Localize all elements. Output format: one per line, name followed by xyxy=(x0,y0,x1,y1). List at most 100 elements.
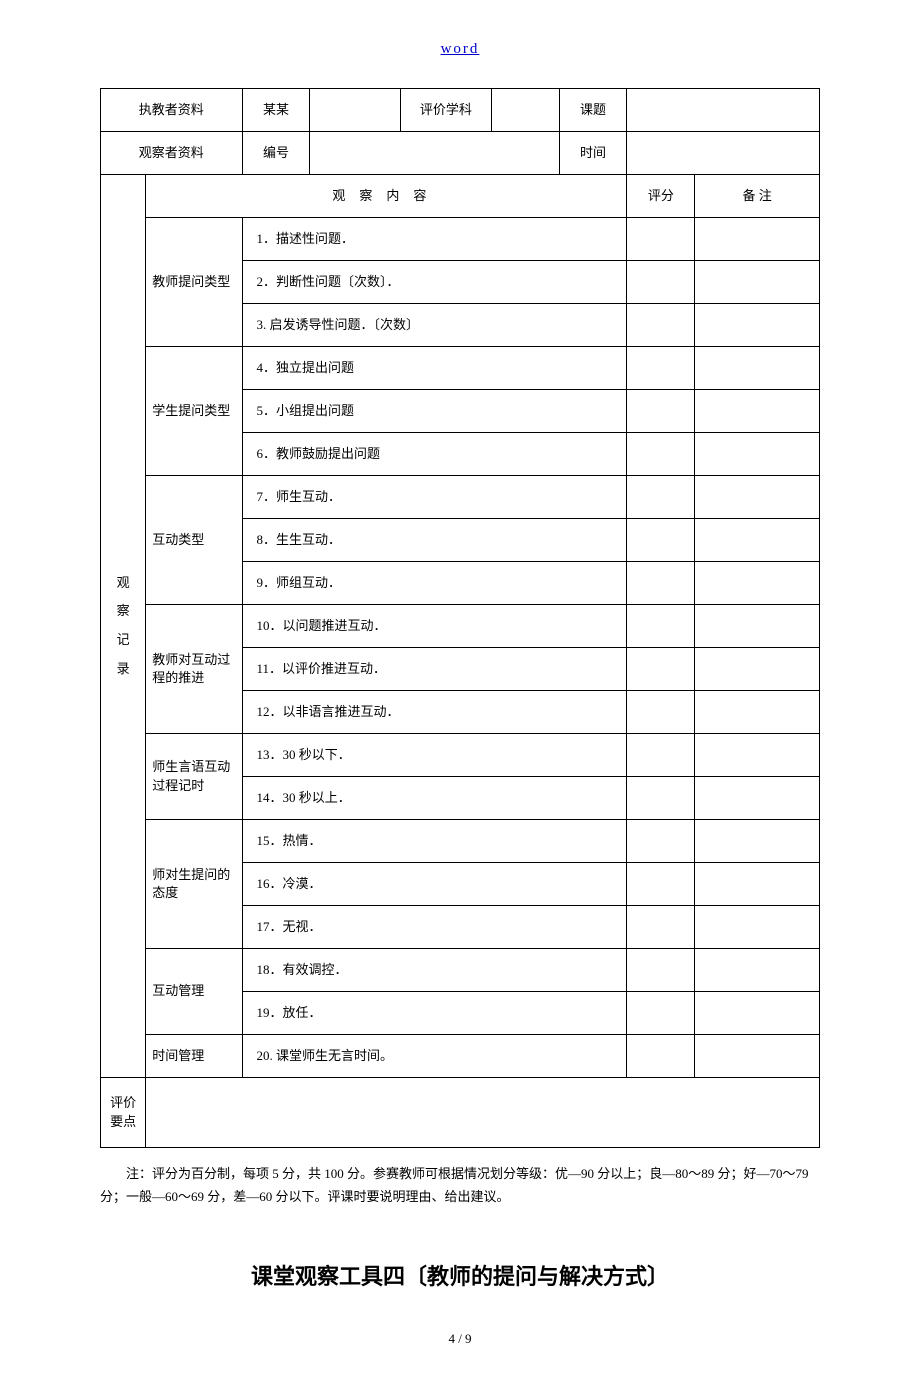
observe-content-header: 观察内容 xyxy=(146,181,626,211)
score-cell xyxy=(627,992,695,1035)
header-word: word xyxy=(100,40,820,58)
item-text: 13．30 秒以下． xyxy=(243,740,627,770)
table-row: 教师提问类型 1．描述性问题． xyxy=(101,218,820,261)
item-text: 8．生生互动． xyxy=(243,525,627,555)
score-cell xyxy=(627,562,695,605)
teacher-value: 某某 xyxy=(243,95,310,125)
subject-value xyxy=(492,104,559,116)
subject-label: 评价学科 xyxy=(401,95,491,125)
remark-cell xyxy=(695,1035,820,1078)
remark-cell xyxy=(695,992,820,1035)
remark-cell xyxy=(695,562,820,605)
document-page: word 执教者资料 某某 评价学科 课题 观察者资料 编号 时间 xyxy=(0,0,920,1387)
table-row: 教师对互动过程的推进 10．以问题推进互动． xyxy=(101,605,820,648)
header-row: 观察记录 观察内容 评分 备 注 xyxy=(101,175,820,218)
page-number: 4 / 9 xyxy=(100,1331,820,1347)
group-label: 互动管理 xyxy=(146,976,241,1006)
item-text: 15．热情． xyxy=(243,826,627,856)
remark-cell xyxy=(695,691,820,734)
table-row: 互动类型 7．师生互动． xyxy=(101,476,820,519)
remark-cell xyxy=(695,605,820,648)
item-text: 18．有效调控． xyxy=(243,955,627,985)
remark-cell xyxy=(695,820,820,863)
item-text: 17．无视． xyxy=(243,912,627,942)
table-row: 师生言语互动过程记时 13．30 秒以下． xyxy=(101,734,820,777)
info-row-2: 观察者资料 编号 时间 xyxy=(101,132,820,175)
remark-header: 备 注 xyxy=(695,181,819,211)
item-text: 14．30 秒以上． xyxy=(243,783,627,813)
info-row-1: 执教者资料 某某 评价学科 课题 xyxy=(101,89,820,132)
score-header: 评分 xyxy=(627,181,694,211)
remark-cell xyxy=(695,390,820,433)
score-cell xyxy=(627,476,695,519)
score-cell xyxy=(627,390,695,433)
score-cell xyxy=(627,777,695,820)
remark-cell xyxy=(695,261,820,304)
note-text: 注：评分为百分制，每项 5 分，共 100 分。参赛教师可根据情况划分等级：优—… xyxy=(100,1162,820,1209)
remark-cell xyxy=(695,304,820,347)
item-text: 2．判断性问题〔次数〕． xyxy=(243,267,627,297)
group-label: 互动类型 xyxy=(146,525,241,555)
table-row: 学生提问类型 4．独立提出问题 xyxy=(101,347,820,390)
score-cell xyxy=(627,906,695,949)
score-cell xyxy=(627,304,695,347)
remark-cell xyxy=(695,218,820,261)
remark-cell xyxy=(695,433,820,476)
table-row: 互动管理 18．有效调控． xyxy=(101,949,820,992)
item-text: 5．小组提出问题 xyxy=(243,396,627,426)
header-word-text: word xyxy=(441,41,480,57)
group-label: 师生言语互动过程记时 xyxy=(146,752,241,800)
item-text: 12．以非语言推进互动． xyxy=(243,697,627,727)
score-cell xyxy=(627,347,695,390)
remark-cell xyxy=(695,648,820,691)
remark-cell xyxy=(695,734,820,777)
remark-cell xyxy=(695,906,820,949)
score-cell xyxy=(627,218,695,261)
topic-value xyxy=(627,104,819,116)
item-text: 20. 课堂师生无言时间。 xyxy=(243,1041,627,1071)
time-label: 时间 xyxy=(560,138,627,168)
bottom-label: 评价要点 xyxy=(101,1088,145,1136)
remark-cell xyxy=(695,863,820,906)
item-text: 6．教师鼓励提出问题 xyxy=(243,439,627,469)
score-cell xyxy=(627,949,695,992)
item-text: 9．师组互动． xyxy=(243,568,627,598)
table-row: 时间管理 20. 课堂师生无言时间。 xyxy=(101,1035,820,1078)
item-text: 7．师生互动． xyxy=(243,482,627,512)
score-cell xyxy=(627,863,695,906)
score-cell xyxy=(627,261,695,304)
code-label: 编号 xyxy=(243,138,310,168)
score-cell xyxy=(627,734,695,777)
code-value xyxy=(310,147,558,159)
remark-cell xyxy=(695,476,820,519)
score-cell xyxy=(627,820,695,863)
section-title: 课堂观察工具四〔教师的提问与解决方式〕 xyxy=(100,1259,820,1291)
item-text: 11．以评价推进互动． xyxy=(243,654,627,684)
bottom-content xyxy=(146,1078,820,1148)
remark-cell xyxy=(695,519,820,562)
observation-table: 执教者资料 某某 评价学科 课题 观察者资料 编号 时间 观察记录 观察内容 评… xyxy=(100,88,820,1148)
score-cell xyxy=(627,519,695,562)
score-cell xyxy=(627,433,695,476)
group-label: 学生提问类型 xyxy=(146,396,241,426)
side-label: 观察记录 xyxy=(101,569,145,683)
topic-label: 课题 xyxy=(560,95,627,125)
score-cell xyxy=(627,648,695,691)
blank-cell xyxy=(310,104,400,116)
item-text: 16．冷漠． xyxy=(243,869,627,899)
score-cell xyxy=(627,691,695,734)
item-text: 4．独立提出问题 xyxy=(243,353,627,383)
item-text: 3. 启发诱导性问题．〔次数〕 xyxy=(243,310,627,340)
item-text: 1．描述性问题． xyxy=(243,224,627,254)
observer-label: 观察者资料 xyxy=(101,138,242,168)
item-text: 19．放任． xyxy=(243,998,627,1028)
score-cell xyxy=(627,1035,695,1078)
group-label: 教师提问类型 xyxy=(146,267,241,297)
table-row: 师对生提问的态度 15．热情． xyxy=(101,820,820,863)
time-value xyxy=(627,147,819,159)
group-label: 师对生提问的态度 xyxy=(146,860,241,908)
remark-cell xyxy=(695,949,820,992)
remark-cell xyxy=(695,347,820,390)
teacher-label: 执教者资料 xyxy=(101,95,242,125)
side-label-cell: 观察记录 xyxy=(101,175,146,1078)
